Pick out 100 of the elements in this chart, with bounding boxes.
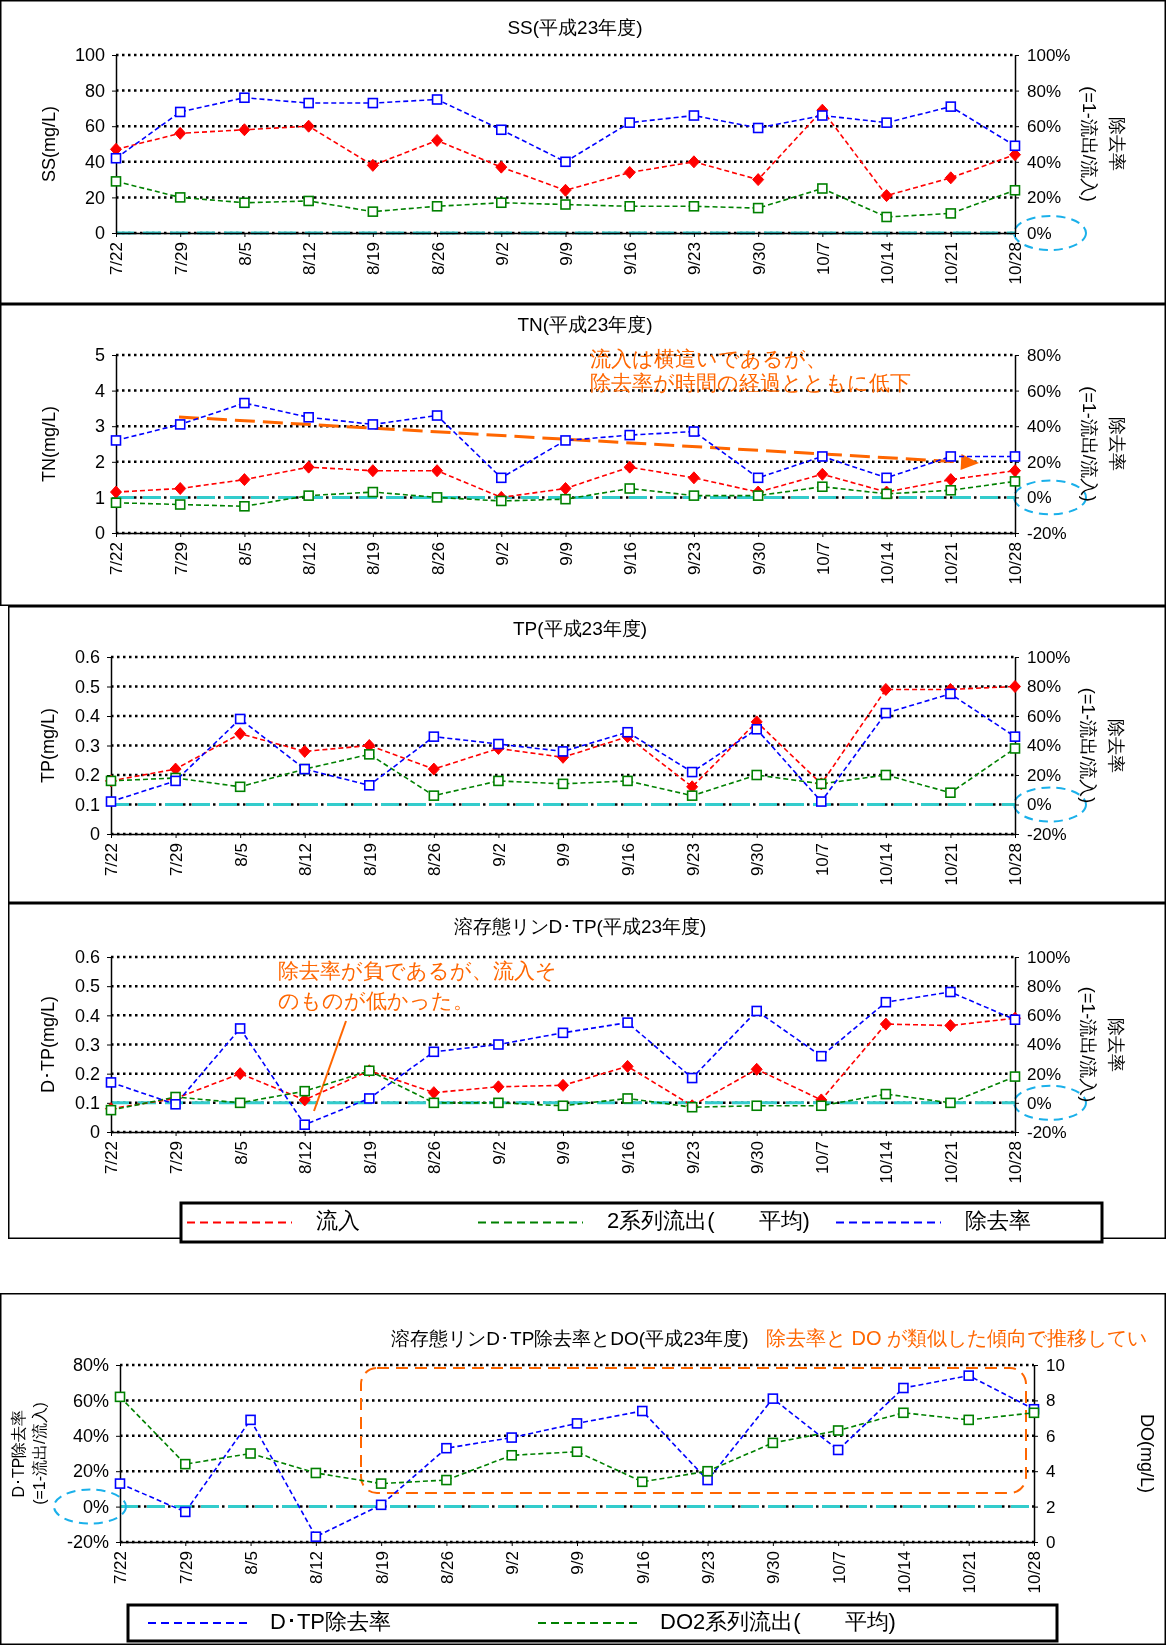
x-tick-label: 7/29: [167, 1141, 187, 1175]
x-tick-label: 10/14: [877, 1141, 897, 1184]
y-tick-label: 0.5: [74, 976, 100, 997]
x-tick-label: 8/5: [231, 1141, 251, 1165]
text: 除去率と DO が類似した傾向で推移してい: [766, 1327, 1148, 1350]
y-tick-label: 1: [94, 487, 105, 508]
x-tick-label: 10/14: [877, 843, 897, 886]
x-tick-label: 9/9: [554, 843, 574, 867]
y-tick-label: 40: [84, 152, 105, 173]
y-tick-label: 0: [94, 523, 105, 544]
y2-tick-label: 40%: [1027, 736, 1062, 756]
legend-label: D･TP除去率: [270, 1608, 391, 1634]
x-tick-label: 7/22: [102, 843, 122, 877]
x-tick-label: 10/14: [878, 542, 898, 585]
y2-tick-label: 0: [1046, 1532, 1056, 1552]
annotation: 流入は横這いであるが、除去率が時間の経過とともに低下: [590, 346, 911, 394]
x-tick-label: 8/12: [296, 843, 316, 877]
x-tick-label: 8/12: [307, 1551, 327, 1585]
x-tick-label: 8/26: [425, 843, 445, 877]
x-tick-label: 8/26: [428, 242, 448, 276]
x-tick-label: 10/21: [942, 242, 962, 285]
x-tick-label: 8/19: [360, 1141, 380, 1175]
x-tick-label: 8/5: [235, 242, 255, 266]
x-tick-label: 7/29: [167, 843, 187, 877]
y2-tick-label: 2: [1046, 1497, 1056, 1517]
y-tick-label: 60%: [72, 1390, 109, 1411]
x-tick-label: 8/12: [300, 542, 320, 576]
y-tick-label: 0.4: [74, 706, 100, 727]
x-tick-label: 9/2: [492, 542, 512, 566]
x-tick-label: 9/9: [556, 242, 576, 266]
x-tick-label: 9/16: [619, 1141, 639, 1175]
annotation: 除去率が負であるが、流入そのものが低かった。: [278, 958, 557, 1012]
y-tick-label: 0.3: [74, 735, 100, 756]
x-tick-label: 9/23: [683, 843, 703, 877]
x-tick-label: 8/5: [235, 542, 255, 566]
y2-axis-title: 除去率 (=1-流出/流入): [1078, 986, 1127, 1103]
x-tick-label: 8/26: [425, 1141, 445, 1175]
x-tick-label: 8/19: [360, 843, 380, 877]
legend-label: 2系列流出( 平均): [607, 1208, 810, 1234]
x-tick-label: 7/22: [102, 1141, 122, 1175]
x-tick-label: 7/22: [107, 242, 127, 276]
x-tick-label: 10/21: [960, 1551, 980, 1594]
x-tick-label: 10/28: [1006, 843, 1026, 886]
x-tick-label: 10/28: [1006, 542, 1026, 585]
x-tick-label: 9/2: [492, 242, 512, 266]
legend-label: DO2系列流出( 平均): [660, 1608, 896, 1634]
y2-tick-label: 80%: [1027, 345, 1062, 365]
x-tick-label: 7/29: [171, 242, 191, 276]
x-tick-label: 10/7: [813, 242, 833, 276]
x-tick-label: 9/23: [685, 542, 705, 576]
x-tick-label: 7/29: [171, 542, 191, 576]
x-tick-label: 10/7: [812, 1141, 832, 1175]
y2-tick-label: -20%: [1027, 824, 1067, 844]
y2-tick-label: 0%: [1027, 223, 1052, 243]
y-tick-label: 40%: [72, 1426, 109, 1447]
y-tick-label: 0.5: [74, 676, 100, 697]
y2-tick-label: 100%: [1027, 45, 1071, 65]
y2-axis-title: 除去率 (=1-流出/流入): [1079, 386, 1128, 502]
y-tick-label: 4: [94, 380, 105, 401]
y2-tick-label: 20%: [1027, 765, 1062, 785]
y-tick-label: 0: [89, 824, 100, 845]
y2-axis-title: DO(mg/L): [1137, 1413, 1158, 1494]
y-tick-label: 0%: [82, 1496, 109, 1517]
y-tick-label: 0.6: [74, 947, 100, 968]
x-tick-label: 9/30: [764, 1551, 784, 1585]
x-tick-label: 9/9: [568, 1551, 588, 1575]
x-tick-label: 10/7: [812, 843, 832, 877]
y-axis-title: D･TP(mg/L): [37, 995, 58, 1094]
x-tick-label: 9/30: [748, 1141, 768, 1175]
x-tick-label: 9/30: [749, 542, 769, 576]
x-tick-label: 9/2: [489, 843, 509, 867]
chart-title: 溶存態リンD･TP除去率とDO(平成23年度): [391, 1328, 749, 1350]
y-tick-label: 80%: [72, 1355, 109, 1376]
y-tick-label: 0.1: [74, 794, 100, 815]
y-tick-label: 0.2: [74, 1063, 100, 1084]
y-tick-label: 100: [74, 45, 105, 66]
y2-tick-label: 20%: [1027, 1064, 1062, 1084]
y-tick-label: 80: [84, 80, 105, 101]
x-tick-label: 9/23: [683, 1141, 703, 1175]
y2-tick-label: 80%: [1027, 81, 1062, 101]
x-tick-label: 10/7: [813, 542, 833, 576]
y-tick-label: 60: [84, 116, 105, 137]
x-tick-label: 10/21: [941, 1141, 961, 1184]
y2-tick-label: 100%: [1027, 647, 1071, 667]
x-tick-label: 9/23: [685, 242, 705, 276]
chart-title: 溶存態リンD･TP(平成23年度): [453, 916, 707, 938]
y2-tick-label: 8: [1046, 1391, 1056, 1411]
y2-axis-title: 除去率 (=1-流出/流入): [1078, 687, 1127, 804]
x-tick-label: 10/28: [1006, 242, 1026, 285]
legend-label: 除去率: [965, 1208, 1031, 1234]
y-tick-label: 0.6: [74, 647, 100, 668]
y-tick-label: 20%: [72, 1461, 109, 1482]
x-tick-label: 9/2: [503, 1551, 523, 1575]
x-tick-label: 7/22: [107, 542, 127, 576]
x-tick-label: 10/28: [1025, 1551, 1045, 1594]
x-tick-label: 10/14: [894, 1551, 914, 1594]
x-tick-label: 8/12: [296, 1141, 316, 1175]
y2-tick-label: -20%: [1027, 523, 1067, 543]
chart-title: SS(平成23年度): [507, 17, 643, 39]
x-tick-label: 10/7: [829, 1551, 849, 1585]
